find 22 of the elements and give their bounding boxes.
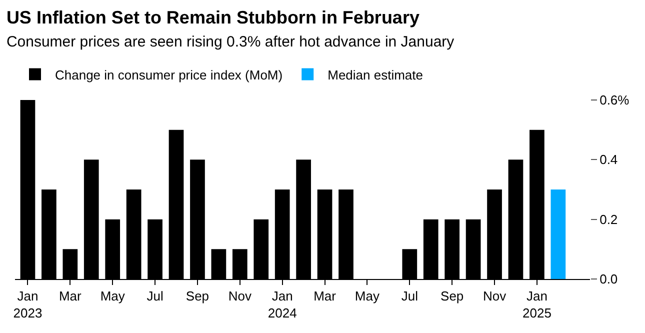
y-tick-label: 0.4 bbox=[600, 152, 618, 168]
x-tick-label: May bbox=[100, 288, 126, 304]
x-tick-label: Jan 2024 bbox=[268, 288, 297, 320]
x-tick-label: Mar bbox=[314, 288, 337, 304]
chart-title: US Inflation Set to Remain Stubborn in February bbox=[6, 7, 420, 28]
x-tick-label: Nov bbox=[482, 288, 507, 304]
x-tick-label: Sep bbox=[440, 288, 464, 304]
x-tick-label: Jul bbox=[401, 288, 418, 304]
y-tick-label: 0.0 bbox=[600, 272, 618, 287]
x-tick-label: Jan 2025 bbox=[522, 288, 552, 320]
y-tick-label: 0.2 bbox=[600, 212, 618, 227]
bar bbox=[550, 190, 566, 279]
x-tick-label: Jul bbox=[146, 288, 164, 304]
x-tick-label: Jan 2023 bbox=[13, 288, 42, 320]
x-tick-label: Mar bbox=[58, 288, 82, 304]
legend-label: Median estimate bbox=[328, 67, 423, 82]
legend-label: Change in consumer price index (MoM) bbox=[55, 67, 283, 82]
y-tick-label: 0.6% bbox=[600, 92, 630, 108]
x-tick-label: Nov bbox=[228, 288, 252, 304]
x-tick-label: May bbox=[354, 288, 380, 304]
chart-subtitle: Consumer prices are seen rising 0.3% after hot advance in January bbox=[6, 34, 455, 51]
x-tick-label: Sep bbox=[186, 288, 210, 304]
